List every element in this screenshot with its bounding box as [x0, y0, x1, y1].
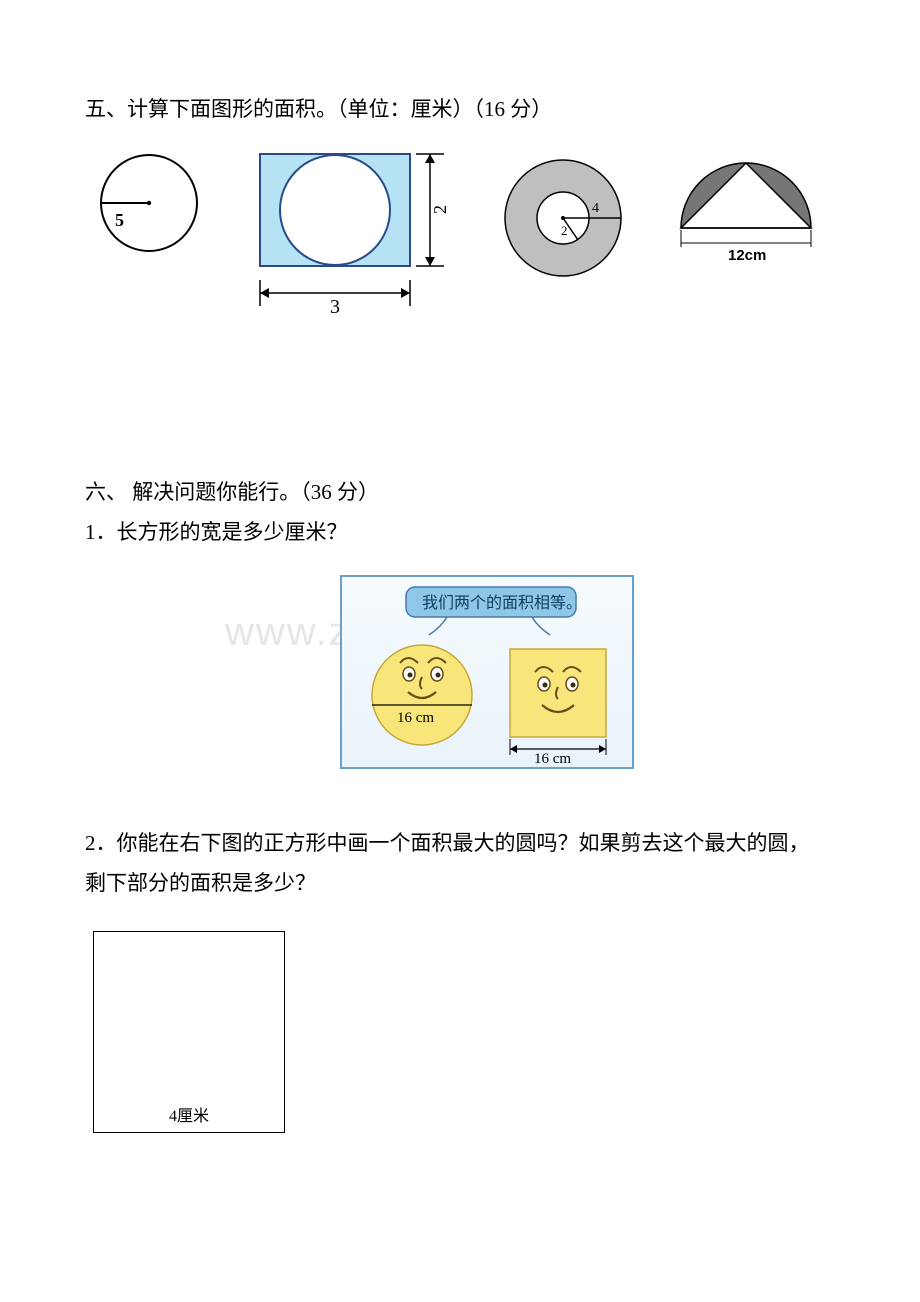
q2-prompt-line2: 剩下部分的面积是多少？: [85, 864, 840, 904]
q1-diameter-label: 16 cm: [397, 710, 434, 726]
q1-prompt: 1．长方形的宽是多少厘米？: [85, 513, 840, 553]
fig1-radius-label: 5: [115, 210, 124, 230]
fig2-height-label: 2: [430, 205, 450, 214]
fig3-annulus: 4 2: [488, 148, 638, 288]
q1-illustration: 我们两个的面积相等。 16 cm: [340, 575, 634, 769]
fig4-semicircle-triangle: 12cm: [666, 148, 836, 278]
section6-heading: 六、 解决问题你能行。（36 分）: [85, 473, 840, 513]
fig3-inner-label: 2: [561, 223, 568, 238]
fig2-width-label: 3: [330, 296, 340, 318]
q2-prompt-line1: 2．你能在右下图的正方形中画一个面积最大的圆吗？如果剪去这个最大的圆，: [85, 824, 840, 864]
section5-heading: 五、计算下面图形的面积。（单位：厘米）（16 分）: [85, 90, 840, 130]
q1-side-label: 16 cm: [534, 751, 571, 767]
fig1-circle-radius: 5: [77, 148, 212, 266]
q2-side-label: 4厘米: [94, 1102, 284, 1126]
fig2-rect-circle: 2 3: [240, 148, 460, 318]
fig4-base-label: 12cm: [728, 247, 766, 264]
fig3-outer-label: 4: [592, 201, 599, 216]
q2-square-box: 4厘米: [93, 931, 285, 1133]
q1-bubble-text: 我们两个的面积相等。: [422, 594, 582, 612]
section5-figures: 5 2 3 4 2: [77, 148, 840, 318]
